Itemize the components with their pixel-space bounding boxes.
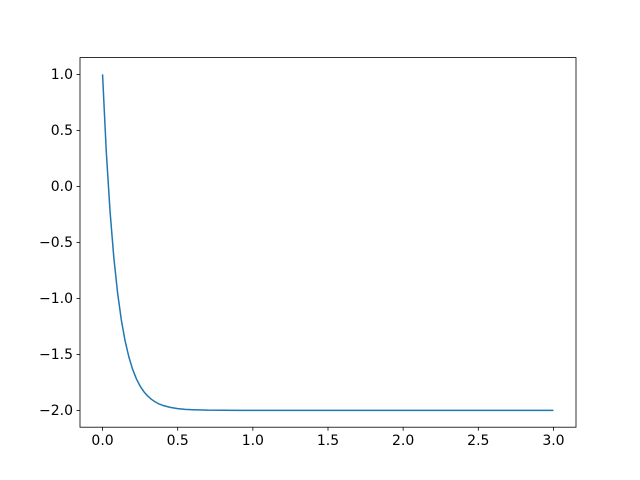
series-line bbox=[101, 74, 554, 412]
x-tick-label: 1.5 bbox=[317, 433, 339, 449]
y-tick-label: 0.0 bbox=[51, 179, 73, 195]
x-tick-label: 0.0 bbox=[91, 433, 113, 449]
y-tick-label: −0.5 bbox=[39, 235, 73, 251]
y-tick-label: 1.0 bbox=[51, 67, 73, 83]
y-tick-label: −1.5 bbox=[39, 347, 73, 363]
y-tick-label: −1.0 bbox=[39, 291, 73, 307]
x-tick-label: 1.0 bbox=[242, 433, 264, 449]
x-tick-label: 2.5 bbox=[467, 433, 489, 449]
plot-area bbox=[79, 57, 577, 428]
y-tick-label: −2.0 bbox=[39, 403, 73, 419]
x-tick-label: 0.5 bbox=[167, 433, 189, 449]
x-tick-label: 2.0 bbox=[392, 433, 414, 449]
y-tick-label: 0.5 bbox=[51, 123, 73, 139]
x-tick-label: 3.0 bbox=[542, 433, 564, 449]
